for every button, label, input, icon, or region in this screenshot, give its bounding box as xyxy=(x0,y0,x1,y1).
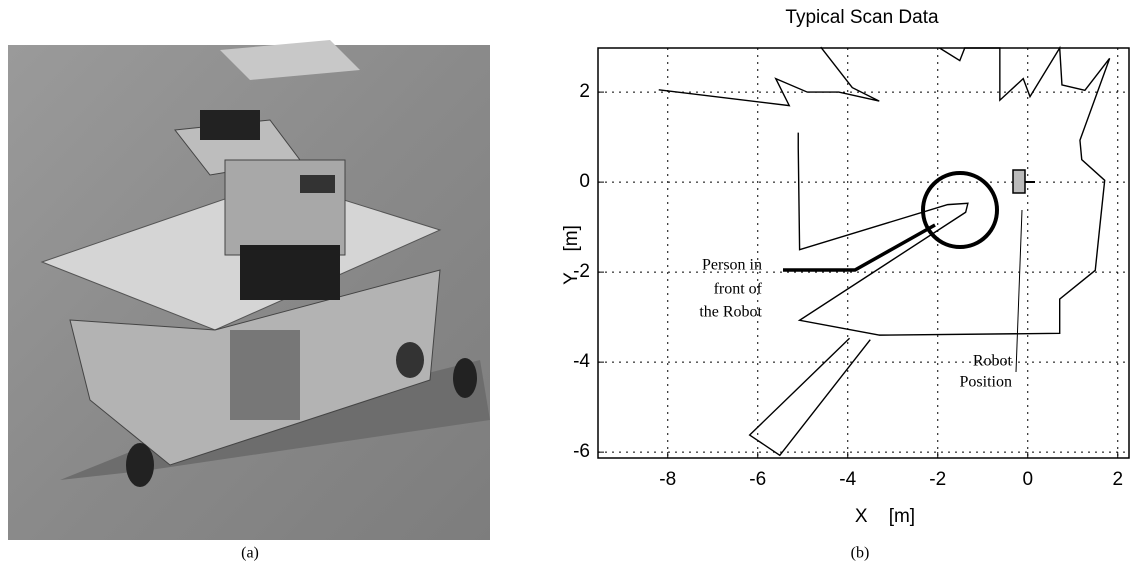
person-annotation: Person in xyxy=(702,257,762,274)
robot-photo xyxy=(8,40,490,540)
y-tick-label: 2 xyxy=(579,81,590,102)
x-tick-label: -6 xyxy=(749,469,766,490)
caption-a: (a) xyxy=(241,545,259,562)
robot-annotation: Position xyxy=(960,374,1012,391)
x-axis-label: X [m] xyxy=(855,506,915,527)
robot-leader xyxy=(1016,210,1022,372)
x-tick-label: -8 xyxy=(659,469,676,490)
person-annotation: the Robot xyxy=(699,304,762,321)
robot-annotation: Robot xyxy=(973,353,1013,370)
x-tick-label: 0 xyxy=(1022,469,1033,490)
figure: (a) (b) Typical Scan Data X [m] Y [m] -8… xyxy=(0,0,1138,567)
x-tick-label: -2 xyxy=(929,469,946,490)
robot-marker xyxy=(1013,170,1025,193)
person-circle xyxy=(923,173,997,247)
person-annotation: front of xyxy=(714,281,763,298)
x-tick-label: -4 xyxy=(839,469,856,490)
scan-line xyxy=(659,47,1110,455)
y-tick-label: -2 xyxy=(573,261,590,282)
y-tick-label: -6 xyxy=(573,441,590,462)
chart-title: Typical Scan Data xyxy=(785,7,939,28)
plot-frame xyxy=(598,48,1129,458)
y-tick-label: -4 xyxy=(573,351,590,372)
x-tick-label: 2 xyxy=(1112,469,1123,490)
caption-b: (b) xyxy=(851,545,870,562)
y-tick-label: 0 xyxy=(579,171,590,192)
